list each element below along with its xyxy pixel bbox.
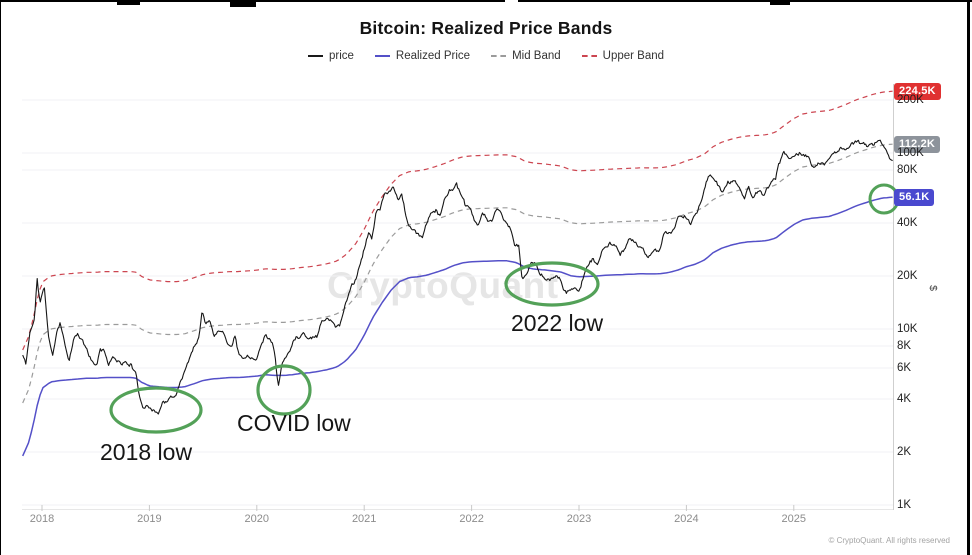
legend-label: Upper Band	[602, 50, 665, 62]
price-line	[22, 139, 893, 415]
annotation-covid-low: COVID low	[237, 410, 351, 436]
legend-label: Mid Band	[512, 50, 561, 62]
x-axis-tick-label: 2025	[781, 513, 807, 525]
legend-item-upper-band[interactable]: Upper Band	[581, 50, 665, 62]
x-axis-tick-label: 2020	[244, 513, 270, 525]
realized-price-line	[22, 196, 893, 457]
price-line-swatch	[307, 55, 323, 57]
y-axis-tick-label: 100K	[897, 147, 924, 159]
x-axis-tick-label: 2021	[351, 513, 377, 525]
legend-item-mid-band[interactable]: Mid Band	[491, 50, 561, 62]
x-axis-tick-label: 2019	[137, 513, 162, 525]
top-border-right-segment	[518, 0, 972, 2]
y-axis-unit-label: $	[926, 285, 939, 291]
right-border	[967, 0, 970, 555]
copyright-notice: © CryptoQuant. All rights reserved	[828, 536, 951, 545]
legend-item-price[interactable]: price	[307, 50, 354, 62]
annotation-ellipse-0	[109, 386, 203, 434]
annotation-ellipse-2	[504, 261, 600, 307]
upper-band-line	[22, 90, 893, 351]
mid-band-line	[22, 143, 893, 404]
mid-band-price-badge: 112.2K	[894, 136, 941, 154]
upper-band-line-swatch	[581, 55, 597, 57]
mid-band-line-swatch	[491, 55, 507, 57]
chart-legend: price Realized Price Mid Band Upper Band	[0, 50, 972, 62]
upper-band-price-badge: 224.5K	[894, 83, 941, 101]
y-axis-tick-label: 20K	[897, 270, 918, 283]
x-axis-tick-label: 2018	[29, 513, 55, 525]
annotation-2022-low: 2022 low	[511, 310, 604, 336]
y-axis-tick-label: 2K	[897, 446, 912, 459]
x-axis-tick-label: 2024	[674, 513, 699, 525]
y-axis-tick-label: 10K	[897, 323, 918, 335]
left-border	[0, 0, 1, 555]
page-title: Bitcoin: Realized Price Bands	[359, 18, 613, 38]
y-axis-tick-label: 6K	[897, 362, 912, 375]
realized-price-badge: 56.1K	[894, 189, 935, 207]
top-border-artifact	[770, 0, 790, 5]
y-axis-tick-label: 8K	[897, 340, 912, 353]
x-axis-tick-label: 2023	[566, 513, 592, 525]
y-axis-tick-label: 40K	[897, 217, 918, 230]
top-border-artifact	[230, 0, 256, 7]
annotation-2018-low: 2018 low	[100, 439, 193, 465]
legend-label: price	[328, 50, 354, 62]
legend-item-realized-price[interactable]: Realized Price	[374, 50, 471, 62]
y-axis-tick-label: 200K	[897, 94, 924, 107]
x-axis-tick-label: 2022	[459, 513, 484, 525]
top-border-artifact	[117, 0, 140, 5]
legend-label: Realized Price	[395, 50, 471, 62]
realized-price-line-swatch	[374, 55, 390, 57]
annotation-ellipse-1	[256, 364, 312, 416]
y-axis-tick-label: 4K	[897, 393, 912, 406]
y-axis-tick-label: 80K	[897, 164, 918, 177]
y-axis-tick-label: 1K	[897, 499, 912, 511]
